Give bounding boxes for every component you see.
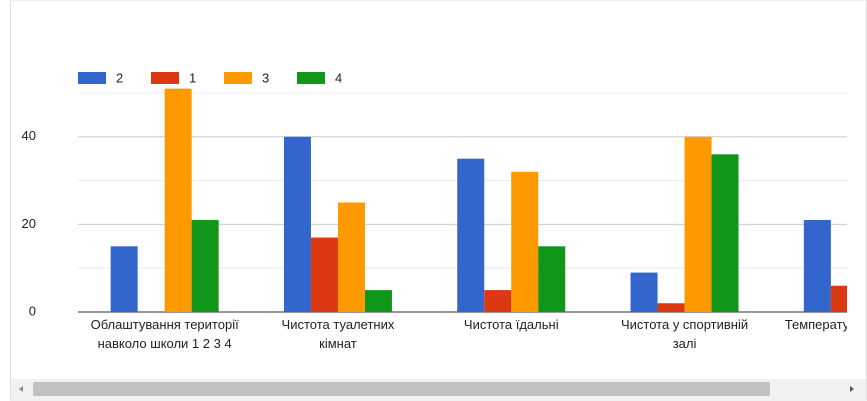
scroll-right[interactable] [850,386,854,392]
legend-label: 2 [116,70,123,85]
y-tick-label: 20 [22,216,36,231]
y-tick-label: 40 [22,128,36,143]
legend-label: 1 [189,70,196,85]
legend-swatch [78,72,106,84]
bar [803,220,831,312]
bar [164,88,192,313]
bar [830,285,847,312]
legend-swatch [151,72,179,84]
bar [310,237,338,312]
legend-label: 4 [335,70,342,85]
bar [337,202,365,312]
bar [511,171,539,312]
scroll-left[interactable] [19,386,23,392]
bar [484,290,512,312]
plot-area: 0 20 40 Облаштування території навколо школи… [22,88,867,351]
bar [657,303,685,312]
bar [283,136,311,312]
x-tick-label: Чистота туалетних кімнат [282,317,395,351]
bar [630,272,658,312]
bar [191,220,219,312]
bar [684,136,712,312]
x-tick-label: Температурний режим у [785,317,867,332]
bar [457,158,485,312]
bar [364,290,392,312]
legend-swatch [297,72,325,84]
bar [711,154,739,312]
x-tick-label: Чистота у спортивній залі [621,317,748,351]
legend-swatch [224,72,252,84]
bar [110,246,138,312]
x-tick-label: Чистота їдальні [464,317,559,332]
x-tick-label: Облаштування території навколо школи 1 2 … [91,317,240,351]
scrollbar-thumb[interactable] [33,382,770,396]
bar [538,246,566,312]
y-tick-label: 0 [29,303,36,318]
legend-label: 3 [262,70,269,85]
